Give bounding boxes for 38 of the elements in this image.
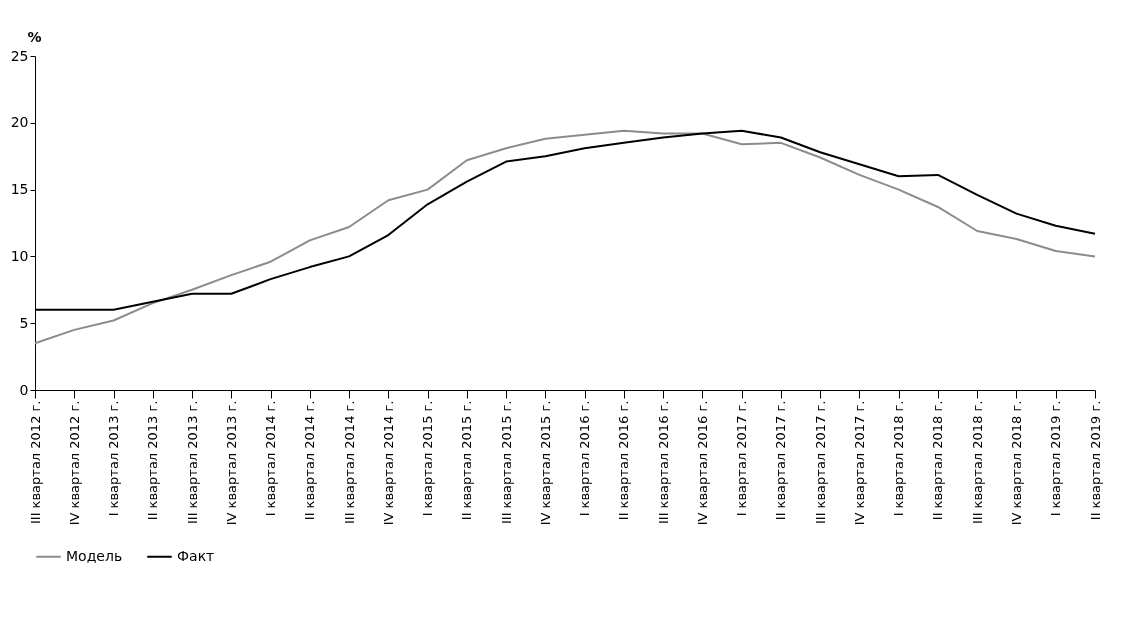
y-axis-title: % (27, 28, 42, 45)
y-tick-label: 10 (10, 247, 29, 264)
line-series (34, 129, 1096, 345)
x-tick-label: III квартал 2013 г. (184, 400, 200, 525)
x-tick-label: IV квартал 2013 г. (223, 400, 239, 526)
legend-label: Модель (66, 547, 123, 564)
y-tick-label: 15 (10, 181, 29, 198)
x-tick-label: II квартал 2014 г. (302, 400, 318, 521)
x-tick-label: III квартал 2016 г. (655, 400, 671, 525)
x-tick-label: IV квартал 2012 г. (66, 400, 82, 526)
x-tick-label: IV квартал 2017 г. (851, 400, 867, 526)
x-tick-label: I квартал 2016 г. (577, 400, 593, 517)
x-tick-label: II квартал 2019 г. (1087, 400, 1103, 521)
y-tick-label: 5 (19, 314, 29, 331)
x-tick-label: III квартал 2017 г. (812, 400, 828, 525)
x-tick-label: II квартал 2017 г. (773, 400, 789, 521)
x-tick-label: I квартал 2014 г. (263, 400, 279, 517)
x-tick-label: II квартал 2016 г. (616, 400, 632, 521)
x-tick-label: IV квартал 2014 г. (380, 400, 396, 526)
x-tick-label: I квартал 2017 г. (734, 400, 750, 517)
x-tick-label: IV квартал 2018 г. (1008, 400, 1024, 526)
x-tick-label: I квартал 2013 г. (106, 400, 122, 517)
x-tick-label: I квартал 2019 г. (1048, 400, 1064, 517)
x-tick-label: III квартал 2015 г. (498, 400, 514, 525)
y-tick-label: 25 (10, 47, 29, 64)
legend-label: Факт (177, 547, 215, 564)
y-tick-label: 20 (10, 114, 29, 131)
y-tick-label: 0 (19, 381, 29, 398)
x-tick-label: II квартал 2013 г. (145, 400, 161, 521)
x-tick-label: I квартал 2018 г. (891, 400, 907, 517)
x-tick-label: II квартал 2018 г. (930, 400, 946, 521)
x-tick-label: IV квартал 2015 г. (537, 400, 553, 526)
x-tick-label: III квартал 2014 г. (341, 400, 357, 525)
x-tick-label: IV квартал 2016 г. (694, 400, 710, 526)
x-tick-label: III квартал 2018 г. (969, 400, 985, 525)
x-tick-label: III квартал 2012 г. (27, 400, 43, 525)
x-tick-label: II квартал 2015 г. (459, 400, 475, 521)
x-tick-label: I квартал 2015 г. (420, 400, 436, 517)
